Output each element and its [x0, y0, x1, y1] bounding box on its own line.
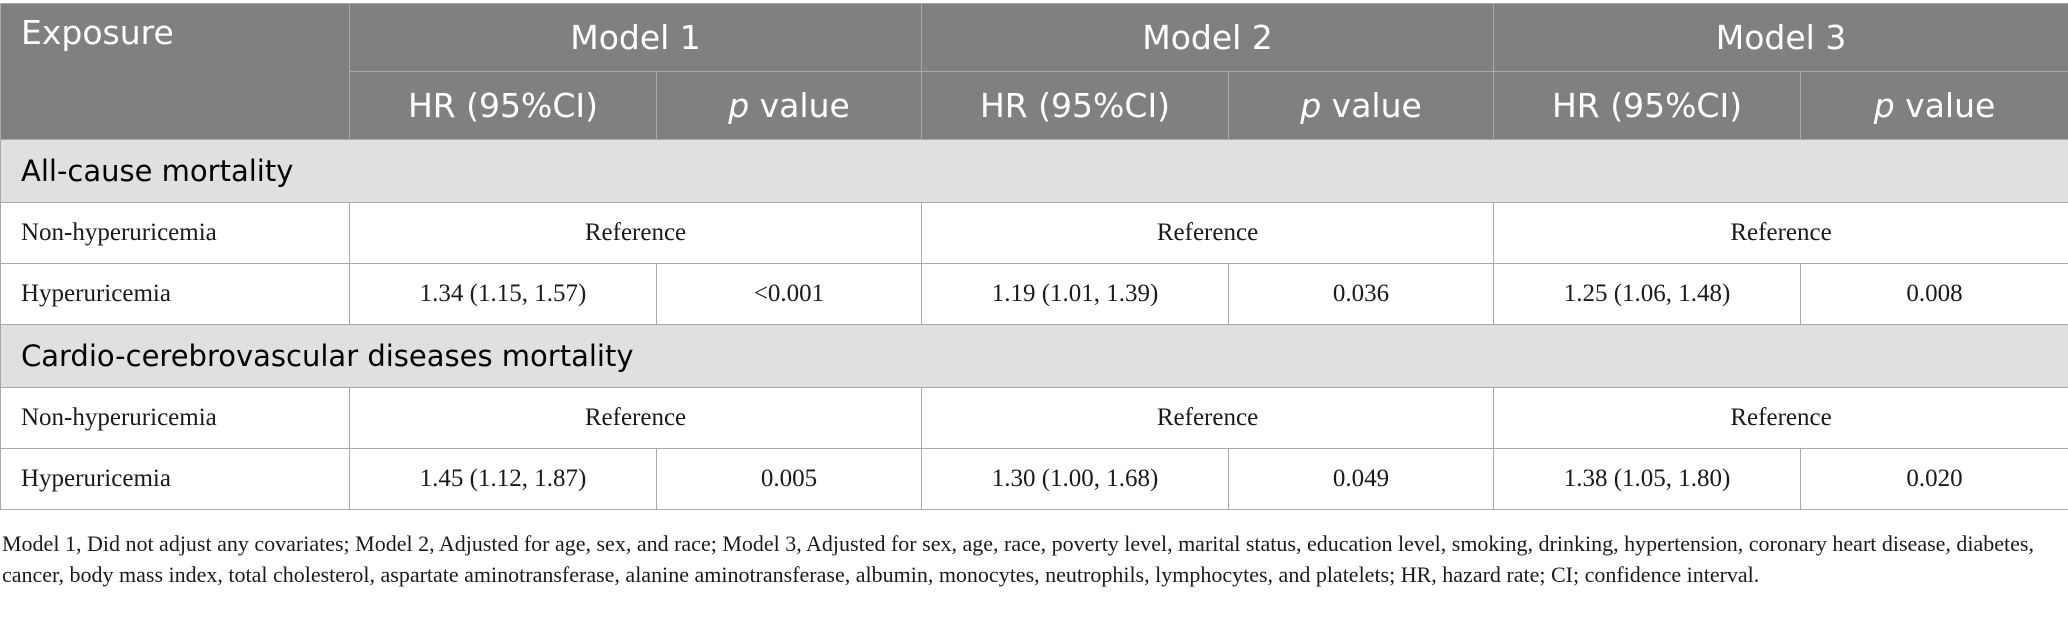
hr-cell: 1.19 (1.01, 1.39)	[921, 263, 1230, 325]
m2-p-header: p value	[1228, 71, 1495, 140]
row-label: Hyperuricemia	[0, 263, 350, 325]
p-cell: 0.020	[1800, 448, 2068, 510]
table-footnote: Model 1, Did not adjust any covariates; …	[2, 531, 2034, 587]
p-cell: <0.001	[655, 263, 923, 325]
reference-cell: Reference	[1493, 387, 2068, 449]
m2-hr-header: HR (95%CI)	[921, 71, 1230, 140]
section-title: Cardio-cerebrovascular diseases mortalit…	[0, 324, 2068, 388]
m1-hr-header: HR (95%CI)	[349, 71, 657, 140]
row-label: Non-hyperuricemia	[0, 202, 350, 264]
table-row: Hyperuricemia 1.34 (1.15, 1.57) <0.001 1…	[0, 263, 2068, 325]
table-row: Non-hyperuricemia Reference Reference Re…	[0, 387, 2068, 449]
header-row-stats: HR (95%CI) p value HR (95%CI) p value HR…	[1, 71, 2068, 140]
section-row-ccvd: Cardio-cerebrovascular diseases mortalit…	[0, 324, 2068, 388]
p-letter: p	[1300, 86, 1322, 125]
m3-p-header: p value	[1800, 71, 2068, 140]
p-rest: value	[1894, 86, 1996, 125]
p-cell: 0.005	[655, 448, 923, 510]
results-table: Exposure Model 1 Model 2 Model 3 HR (95%…	[0, 3, 2068, 510]
reference-cell: Reference	[921, 387, 1495, 449]
reference-cell: Reference	[1493, 202, 2068, 264]
p-letter: p	[1873, 86, 1895, 125]
model-3-header: Model 3	[1493, 3, 2068, 72]
model-2-header: Model 2	[921, 3, 1495, 72]
exposure-header: Exposure	[0, 3, 350, 140]
p-cell: 0.008	[1800, 263, 2068, 325]
row-label: Hyperuricemia	[0, 448, 350, 510]
hr-cell: 1.25 (1.06, 1.48)	[1493, 263, 1802, 325]
reference-cell: Reference	[921, 202, 1495, 264]
hr-cell: 1.38 (1.05, 1.80)	[1493, 448, 1802, 510]
hr-cell: 1.45 (1.12, 1.87)	[349, 448, 657, 510]
model-1-header: Model 1	[348, 3, 923, 72]
p-cell: 0.036	[1228, 263, 1495, 325]
row-label: Non-hyperuricemia	[0, 387, 350, 449]
hr-cell: 1.34 (1.15, 1.57)	[349, 263, 657, 325]
p-rest: value	[749, 86, 850, 125]
hr-cell: 1.30 (1.00, 1.68)	[921, 448, 1230, 510]
section-title: All-cause mortality	[0, 139, 2068, 203]
table-row: Non-hyperuricemia Reference Reference Re…	[0, 202, 2068, 264]
table-row: Hyperuricemia 1.45 (1.12, 1.87) 0.005 1.…	[0, 448, 2068, 510]
reference-cell: Reference	[348, 387, 923, 449]
header-row-models: Exposure Model 1 Model 2 Model 3	[0, 3, 2068, 140]
m1-p-header: p value	[655, 71, 923, 140]
reference-cell: Reference	[348, 202, 923, 264]
p-rest: value	[1321, 86, 1422, 125]
section-row-all-cause: All-cause mortality	[0, 139, 2068, 203]
p-letter: p	[728, 86, 750, 125]
m3-hr-header: HR (95%CI)	[1493, 71, 1802, 140]
p-cell: 0.049	[1228, 448, 1495, 510]
